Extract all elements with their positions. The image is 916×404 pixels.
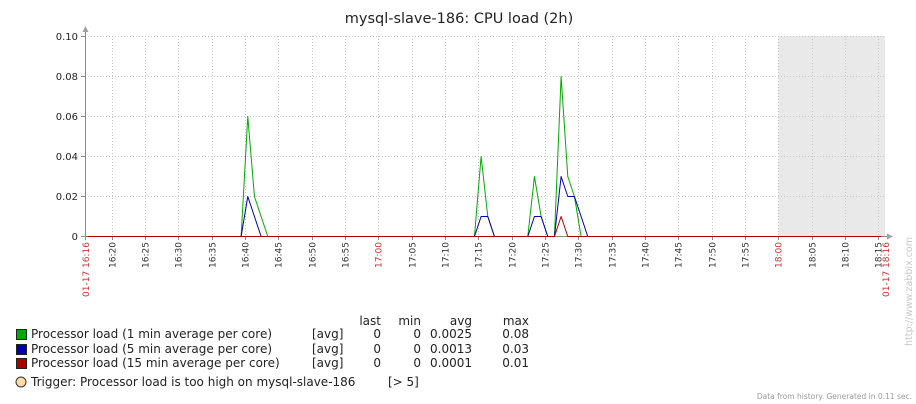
x-tick-label: 17:10 [442,242,452,268]
legend-header-max: max [503,314,529,328]
x-tick-label: 17:20 [509,242,519,268]
x-range-end-label: 01-17 18:16 [882,242,892,297]
nonwork-shading-layer [778,36,885,236]
legend-value-max: 0.03 [502,342,529,356]
y-tick-label: 0.04 [56,152,78,163]
x-tick-label: 17:25 [542,242,552,268]
generation-note: Data from history. Generated in 0.11 sec… [757,392,912,401]
legend-function: [avg] [312,327,343,341]
legend-value-min: 0 [413,342,421,356]
legend-swatch-15min [16,358,27,369]
x-tick-label: 17:05 [409,242,419,268]
x-tick-label: 16:40 [242,242,252,268]
legend-row-5min: Processor load (5 min average per core) … [16,342,529,356]
legend-swatch-1min [16,329,27,340]
legend-value-max: 0.08 [502,327,529,341]
x-tick-label: 16:30 [175,242,185,268]
x-tick-label: 16:55 [342,242,352,268]
x-tick-label: 17:55 [742,242,752,268]
legend-header-last: last [359,314,381,328]
legend-value-min: 0 [413,327,421,341]
legend-value-max: 0.01 [502,356,529,370]
x-tick-label: 17:40 [642,242,652,268]
series-layer [87,76,882,237]
legend-swatch-5min [16,344,27,355]
legend-series-name: Processor load (15 min average per core) [31,356,280,370]
zabbix-watermark: http://www.zabbix.com [904,237,915,346]
legend-value-avg: 0.0025 [430,327,472,341]
legend-function: [avg] [312,356,343,370]
y-tick-label: 0.02 [56,192,78,203]
x-tick-label: 17:50 [709,242,719,268]
legend-value-avg: 0.0001 [430,356,472,370]
y-tick-label: 0 [72,232,78,243]
legend-value-avg: 0.0013 [430,342,472,356]
x-tick-label: 16:50 [309,242,319,268]
legend-series-name: Processor load (5 min average per core) [31,342,272,356]
graph-title: mysql-slave-186: CPU load (2h) [345,11,574,27]
x-tick-label: 16:25 [142,242,152,268]
x-tick-label: 17:45 [675,242,685,268]
legend-value-last: 0 [373,342,381,356]
x-tick-label: 18:10 [842,242,852,268]
nonwork-shading [778,36,885,236]
y-tick-label: 0.10 [56,32,78,43]
legend-function: [avg] [312,342,343,356]
legend-trigger-row: Trigger: Processor load is too high on m… [15,375,419,389]
x-tick-label: 16:45 [275,242,285,268]
trigger-label: Trigger: Processor load is too high on m… [30,375,355,389]
x-range-start-label: 01-17 16:16 [82,242,92,297]
legend-value-last: 0 [373,327,381,341]
x-tick-label: 16:20 [109,242,119,268]
x-tick-label: 16:35 [209,242,219,268]
x-tick-label: 17:35 [609,242,619,268]
x-tick-label: 17:15 [475,242,485,268]
legend-header-avg: avg [450,314,472,328]
legend: last min avg max Processor load (1 min a… [15,314,529,389]
legend-header-min: min [398,314,421,328]
x-tick-label: 18:05 [809,242,819,268]
x-tick-label: 17:00 [375,242,385,268]
x-axis-arrow [887,233,893,240]
x-tick-label: 17:30 [575,242,585,268]
y-tick-label: 0.08 [56,72,78,83]
legend-series-name: Processor load (1 min average per core) [31,327,272,341]
legend-value-last: 0 [373,356,381,370]
series-line-5min [87,176,882,237]
axis-labels-layer: 0.10 0.08 0.06 0.04 0.02 0 16:20 16:25 16:30 16:3… [56,32,892,297]
legend-row-15min: Processor load (15 min average per core)… [16,356,529,370]
x-tick-label: 18:00 [775,242,785,268]
legend-row-1min: Processor load (1 min average per core) … [16,327,529,341]
grid-layer [85,36,885,236]
y-axis-arrow [82,26,89,32]
series-line-15min [87,216,882,237]
trigger-marker [15,376,27,388]
trigger-threshold: [> 5] [388,375,419,389]
legend-value-min: 0 [413,356,421,370]
y-tick-label: 0.06 [56,112,78,123]
x-tick-label: 18:15 [875,242,885,268]
